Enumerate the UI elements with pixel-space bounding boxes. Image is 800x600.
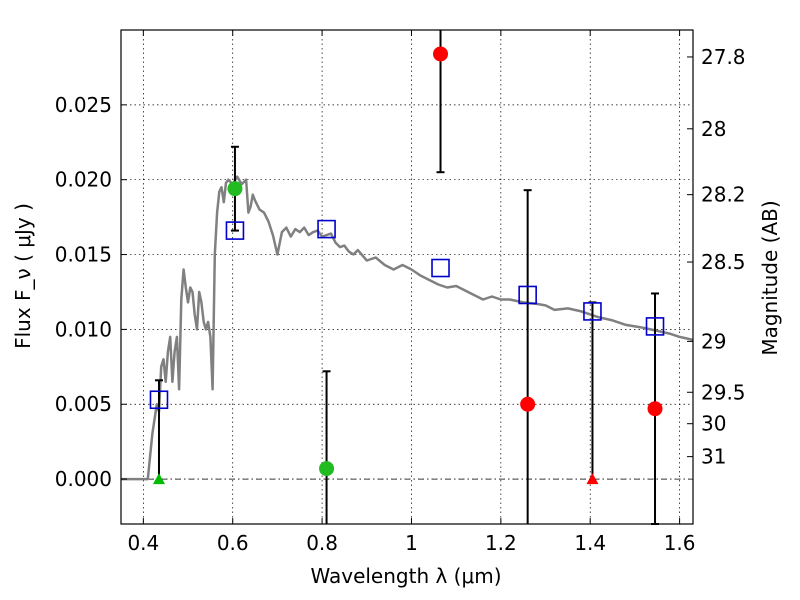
y-tick-label: 0.025 (55, 93, 112, 117)
error-bars (154, 30, 660, 525)
x-axis-label: Wavelength λ (μm) (310, 564, 501, 588)
right-tick-label: 30 (701, 412, 726, 436)
y-tick-label: 0.010 (55, 317, 112, 341)
right-axis-ticks: 27.8 28 28.2 28.5 29 29.5 30 31 (687, 45, 746, 469)
observed-point-circle (227, 181, 243, 197)
x-tick-label: 1.4 (574, 531, 606, 555)
x-tick-label: 0.6 (217, 531, 249, 555)
model-sed-line (121, 175, 694, 481)
upper-limit-triangle (152, 473, 165, 485)
right-tick-label: 28.5 (701, 250, 746, 274)
y-axis-label: Flux F_ν ( μJy ) (11, 203, 35, 349)
observed-point-circle (647, 401, 663, 417)
right-tick-label: 29.5 (701, 380, 746, 404)
right-tick-label: 28 (701, 117, 726, 141)
y-tick-label: 0.015 (55, 243, 112, 267)
model-point-square (149, 390, 169, 410)
model-point-square (645, 317, 665, 336)
model-point-square (518, 285, 537, 305)
y-tick-label: 0.000 (55, 467, 112, 491)
model-point-square (583, 302, 602, 321)
model-point-square (225, 221, 245, 240)
x-tick-label: 0.4 (127, 531, 159, 555)
observed-points (152, 46, 663, 485)
x-tick-label: 1.2 (485, 531, 517, 555)
observed-point-circle (319, 461, 335, 477)
grid-lines (121, 30, 693, 524)
upper-limit-triangle (586, 473, 599, 485)
y-tick-label: 0.005 (55, 392, 112, 416)
right-tick-label: 29 (701, 329, 726, 353)
y-tick-label: 0.020 (55, 168, 112, 192)
observed-point-circle (520, 396, 536, 412)
right-axis-label: Magnitude (AB) (758, 200, 782, 355)
right-tick-label: 28.2 (701, 183, 746, 207)
x-axis-ticks: 0.4 0.6 0.8 1 1.2 1.4 1.6 (127, 30, 696, 555)
x-tick-label: 1 (405, 531, 418, 555)
right-tick-label: 27.8 (701, 45, 746, 69)
plot-frame (120, 29, 694, 525)
model-point-square (431, 258, 450, 278)
model-points (149, 219, 665, 410)
y-axis-ticks: 0.000 0.005 0.010 0.015 0.020 0.025 (55, 93, 127, 491)
observed-point-circle (433, 46, 449, 62)
x-tick-label: 0.8 (306, 531, 338, 555)
right-tick-label: 31 (701, 445, 726, 469)
x-tick-label: 1.6 (664, 531, 696, 555)
model-sed-curve (121, 175, 694, 481)
model-point-square (317, 219, 336, 239)
